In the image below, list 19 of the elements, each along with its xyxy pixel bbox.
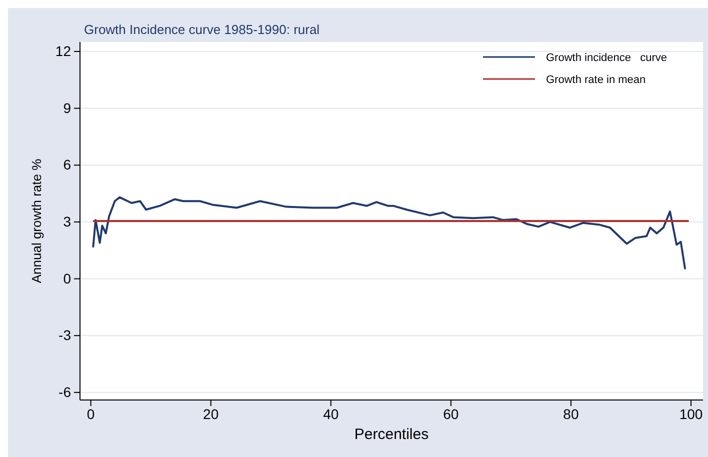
- line-series: [92, 196, 686, 270]
- y-tick-label: 12: [55, 42, 72, 59]
- x-tick-label: 40: [323, 406, 339, 422]
- x-tick-label: 0: [86, 406, 95, 422]
- legend-label: Growth rate in mean: [546, 74, 646, 86]
- y-tick-label: 9: [63, 100, 72, 116]
- y-tick-label: 6: [63, 156, 72, 173]
- chart-title: Growth Incidence curve 1985-1990: rural: [84, 22, 320, 37]
- y-tick-label: -3: [58, 327, 72, 344]
- y-tick-label: -6: [58, 384, 72, 400]
- y-tick-label: 3: [63, 213, 72, 230]
- x-tick-label: 20: [203, 406, 219, 422]
- y-axis-title: Annual growth rate %: [29, 158, 44, 284]
- x-tick-label: 60: [443, 406, 459, 422]
- x-tick-label: 80: [563, 406, 579, 422]
- legend-label: Growth incidence curve: [546, 52, 668, 64]
- x-tick-label: 100: [679, 406, 703, 422]
- x-axis-title: Percentiles: [354, 426, 429, 443]
- y-tick-label: 0: [63, 270, 72, 286]
